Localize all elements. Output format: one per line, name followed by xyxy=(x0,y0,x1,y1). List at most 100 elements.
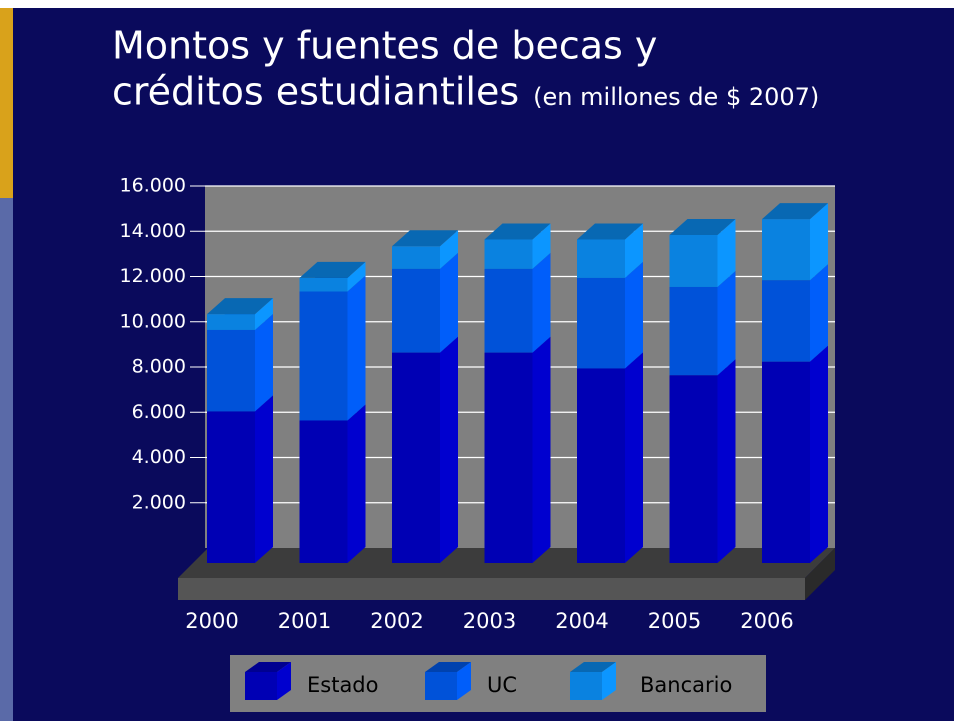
legend-swatch-top xyxy=(570,662,616,672)
bar-front xyxy=(762,361,810,563)
bar xyxy=(207,298,273,330)
x-tick-label: 2005 xyxy=(648,609,701,633)
bar xyxy=(299,261,366,292)
bar-top xyxy=(299,261,366,278)
x-tick-label: 2006 xyxy=(740,609,793,633)
accent-gold xyxy=(0,8,13,198)
legend-swatch xyxy=(425,672,457,700)
y-tick-label: 12.000 xyxy=(120,265,186,287)
chart-title: créditos estudiantiles xyxy=(112,70,519,114)
x-tick-label: 2003 xyxy=(463,609,516,633)
y-tick-label: 8.000 xyxy=(132,356,186,378)
y-tick-label: 6.000 xyxy=(132,401,186,423)
x-tick-label: 2002 xyxy=(370,609,423,633)
bar xyxy=(577,223,643,278)
bar-front xyxy=(762,219,810,281)
bar-front xyxy=(207,314,255,330)
floor-side xyxy=(805,548,835,600)
bar-side xyxy=(347,404,366,563)
bar-side xyxy=(255,313,273,412)
bar-top xyxy=(669,218,736,235)
bar xyxy=(577,352,643,563)
bar xyxy=(669,359,736,563)
floor-front xyxy=(178,578,805,600)
bar xyxy=(392,230,458,269)
bar xyxy=(669,218,736,287)
bar-front xyxy=(669,286,718,376)
legend-swatch xyxy=(570,672,602,700)
bar-side xyxy=(532,252,551,353)
bar-side xyxy=(440,252,458,353)
legend-swatch-side xyxy=(277,662,291,700)
bar-side xyxy=(717,270,736,376)
bar-front xyxy=(669,234,718,287)
bar-front xyxy=(392,246,440,269)
bar-side xyxy=(440,336,458,563)
legend-swatch xyxy=(245,672,277,700)
bar-front xyxy=(484,268,533,353)
bar-front xyxy=(207,329,255,412)
bar-side xyxy=(440,230,458,269)
y-tick-label: 2.000 xyxy=(132,491,186,513)
x-tick-label: 2004 xyxy=(555,609,608,633)
bar-front xyxy=(392,268,440,353)
bar xyxy=(207,395,273,563)
bar-side xyxy=(625,223,643,278)
bar-top xyxy=(392,230,458,247)
legend-label: UC xyxy=(487,673,517,697)
bar-side xyxy=(810,203,828,281)
bar-side xyxy=(532,223,551,269)
y-tick-label: 16.000 xyxy=(120,175,186,197)
bar-top xyxy=(207,298,273,315)
bar-side xyxy=(717,359,736,563)
accent-blue xyxy=(0,198,13,721)
bar-front xyxy=(392,352,440,563)
bar-side xyxy=(625,261,643,369)
x-tick-label: 2001 xyxy=(278,609,331,633)
legend-swatch-side xyxy=(602,662,616,700)
legend-swatch-top xyxy=(425,662,471,672)
bar-side xyxy=(625,352,643,563)
bar xyxy=(299,404,366,563)
bar-top xyxy=(484,223,551,240)
legend-swatch-top xyxy=(245,662,291,672)
bar-side xyxy=(255,395,273,563)
bar-front xyxy=(207,411,255,563)
bar xyxy=(392,336,458,563)
bar-top xyxy=(577,223,643,240)
bar xyxy=(762,203,828,281)
bar-top xyxy=(762,203,828,220)
legend-label: Estado xyxy=(307,673,379,697)
bar-side xyxy=(532,336,551,563)
bar-front xyxy=(299,420,348,563)
bar xyxy=(762,345,828,563)
bar-front xyxy=(669,375,718,563)
bar-side xyxy=(347,261,366,292)
chart-subtitle: (en millones de $ 2007) xyxy=(533,83,819,111)
x-tick-label: 2000 xyxy=(185,609,238,633)
bar-side xyxy=(255,298,273,330)
legend-label: Bancario xyxy=(640,673,732,697)
bar xyxy=(299,275,366,421)
bar-side xyxy=(810,264,828,362)
bar-front xyxy=(299,291,348,421)
legend-swatch-side xyxy=(457,662,471,700)
y-tick-label: 10.000 xyxy=(120,310,186,332)
y-tick-label: 4.000 xyxy=(132,446,186,468)
bar-side xyxy=(347,275,366,421)
chart-title: Montos y fuentes de becas y xyxy=(112,24,657,68)
bar-front xyxy=(484,352,533,563)
bar-side xyxy=(810,345,828,563)
bar-front xyxy=(762,280,810,362)
bar-front xyxy=(577,368,625,563)
bar xyxy=(484,223,551,269)
bar-side xyxy=(717,218,736,287)
bar-front xyxy=(299,277,348,292)
y-tick-label: 14.000 xyxy=(120,220,186,242)
bar-front xyxy=(484,239,533,269)
bar-front xyxy=(577,277,625,369)
bar-front xyxy=(577,239,625,278)
bar xyxy=(484,336,551,563)
legend-box xyxy=(230,655,766,712)
